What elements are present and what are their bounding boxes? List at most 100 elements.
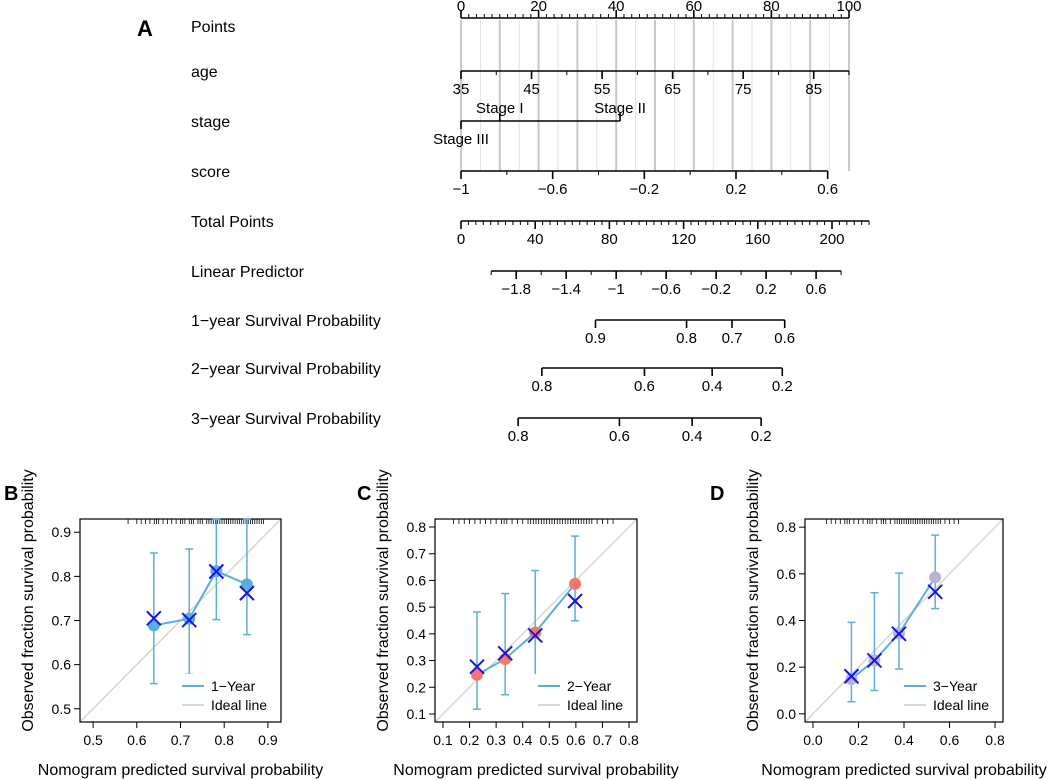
y-tick-label: 0.6 xyxy=(52,657,72,673)
tick-label: 200 xyxy=(819,231,844,248)
tick-label: 0.6 xyxy=(817,181,838,198)
error-bar xyxy=(847,621,856,703)
y-tick-label: 0.2 xyxy=(777,659,797,675)
x-axis-title: Nomogram predicted survival probability xyxy=(393,762,678,779)
cross-stroke xyxy=(497,645,513,662)
axis-label: age xyxy=(191,64,218,81)
nomogram-axis-linear_predictor: Linear Predictor −1.8 −1.4 −1 −0.6 −0.2 0.2 0.6 xyxy=(191,264,842,298)
rug xyxy=(826,519,960,524)
cross-stroke xyxy=(527,627,543,644)
x-tick-label: 0.4 xyxy=(513,732,533,748)
tick-label: −0.6 xyxy=(538,181,568,198)
cross-stroke xyxy=(891,626,907,642)
legend-box xyxy=(530,674,631,717)
level-label: Stage I xyxy=(476,100,524,117)
y-tick-label: 0.6 xyxy=(407,572,427,588)
tick-label: 65 xyxy=(664,81,681,98)
rug xyxy=(127,519,264,524)
x-tick-label: 0.8 xyxy=(619,732,639,748)
y-axis: 0.1 0.2 0.3 0.4 0.5 0.6 0.7 0.8 xyxy=(407,519,435,722)
y-tick-label: 0.3 xyxy=(407,653,427,669)
nomogram-axis-stage: stage Stage III Stage I Stage II xyxy=(191,100,646,148)
tick-label: 0 xyxy=(457,0,465,15)
axis-label: Linear Predictor xyxy=(191,264,305,281)
cross-marker xyxy=(181,612,197,628)
tick-label: 0.7 xyxy=(722,330,743,347)
x-tick-label: 0.6 xyxy=(127,732,147,748)
tick-label: 75 xyxy=(735,81,752,98)
panel-label: C xyxy=(357,483,371,505)
y-tick-label: 0.7 xyxy=(407,546,427,562)
tick-label: 40 xyxy=(608,0,625,15)
legend: 1−Year Ideal line xyxy=(174,674,275,717)
ideal-line xyxy=(804,518,1004,723)
calibration-point xyxy=(529,626,542,639)
tick-label: −1 xyxy=(608,281,625,298)
cross-marker xyxy=(497,645,513,662)
legend-label: 1−Year xyxy=(211,678,256,694)
cross-marker xyxy=(866,652,883,669)
cross-stroke xyxy=(469,659,485,675)
tick-label: 0.6 xyxy=(774,330,795,347)
nomogram-axis-score: score −1 −0.6 −0.2 0.2 0.6 xyxy=(191,164,838,198)
legend-label: 3−Year xyxy=(933,678,978,694)
cross-marker xyxy=(208,563,225,580)
cross-marker xyxy=(527,627,543,644)
level-label: Stage III xyxy=(433,131,489,148)
tick-label: 20 xyxy=(530,0,547,15)
rug xyxy=(453,519,614,524)
x-tick-label: 0.3 xyxy=(486,732,506,748)
error-bar xyxy=(870,591,879,692)
tick-label: 0.2 xyxy=(751,428,772,445)
tick-label: 40 xyxy=(527,231,544,248)
calibration-point xyxy=(240,578,253,591)
y-tick-label: 0.2 xyxy=(407,679,427,695)
error-bar xyxy=(531,569,540,683)
tick-label: 160 xyxy=(745,231,770,248)
y-tick-label: 0.1 xyxy=(407,706,427,722)
axis-label: score xyxy=(191,164,230,181)
nomogram-axis-surv_3y: 3−year Survival Probability 0.8 0.6 0.4 0.2 xyxy=(191,411,772,445)
nomogram-grid xyxy=(460,20,850,171)
axis-label: stage xyxy=(191,114,230,131)
tick-label: 120 xyxy=(671,231,696,248)
legend-box xyxy=(896,674,997,717)
cross-marker xyxy=(239,585,255,601)
calibration-curve xyxy=(153,569,248,627)
tick-label: 45 xyxy=(523,81,540,98)
cross-stroke xyxy=(927,584,943,600)
x-tick-label: 0.8 xyxy=(985,732,1005,748)
tick-label: 0.6 xyxy=(806,281,827,298)
tick-label: 0.6 xyxy=(634,378,655,395)
y-axis-title: Observed fraction survival probability xyxy=(20,469,37,731)
y-axis: 0.5 0.6 0.7 0.8 0.9 xyxy=(52,524,80,717)
calibration-panel-D: D 0.0 0.2 0.4 0.6 0.8 0.0 0.2 0.4 0.6 0.8 Nomogram … xyxy=(710,469,1047,779)
x-tick-label: 0.5 xyxy=(83,732,103,748)
cross-stroke xyxy=(181,612,197,628)
y-tick-label: 0.0 xyxy=(777,706,797,722)
x-tick-label: 0.4 xyxy=(894,732,914,748)
x-tick-label: 0.2 xyxy=(849,732,869,748)
nomogram-axis-surv_2y: 2−year Survival Probability 0.8 0.6 0.4 0.2 xyxy=(191,361,793,395)
legend-box xyxy=(174,674,275,717)
cross-marker xyxy=(567,593,583,609)
cross-marker xyxy=(146,610,162,627)
x-tick-label: 0.0 xyxy=(803,732,823,748)
tick-label: 0.2 xyxy=(726,181,747,198)
tick-label: −0.2 xyxy=(630,181,660,198)
tick-label: −0.2 xyxy=(701,281,731,298)
x-axis: 0.0 0.2 0.4 0.6 0.8 xyxy=(803,722,1005,748)
cross-marker xyxy=(843,668,860,684)
tick-label: 80 xyxy=(763,0,780,15)
x-tick-label: 0.7 xyxy=(171,732,191,748)
axis-label: Total Points xyxy=(191,214,274,231)
ideal-line xyxy=(434,518,638,723)
y-tick-label: 0.8 xyxy=(407,519,427,535)
calibration-panel-C: C 0.1 0.2 0.3 0.4 0.5 0.6 0.7 0.8 0.1 0.2 0.3 0.4 0.5… xyxy=(357,469,679,779)
tick-label: 85 xyxy=(805,81,822,98)
tick-label: 0.8 xyxy=(676,330,697,347)
axis-label: 3−year Survival Probability xyxy=(191,411,381,428)
legend-label: Ideal line xyxy=(567,697,623,713)
y-axis: 0.0 0.2 0.4 0.6 0.8 xyxy=(777,519,805,722)
error-bar xyxy=(185,548,194,676)
